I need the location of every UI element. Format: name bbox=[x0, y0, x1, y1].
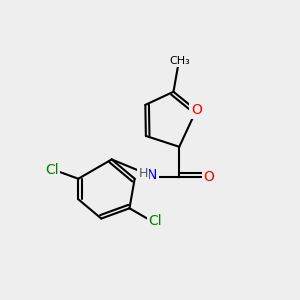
Text: CH₃: CH₃ bbox=[169, 56, 190, 66]
Text: O: O bbox=[203, 170, 214, 184]
Text: H: H bbox=[139, 167, 148, 180]
Text: N: N bbox=[147, 168, 158, 182]
Text: Cl: Cl bbox=[148, 214, 162, 228]
Text: Cl: Cl bbox=[45, 163, 58, 176]
Text: O: O bbox=[191, 103, 202, 117]
